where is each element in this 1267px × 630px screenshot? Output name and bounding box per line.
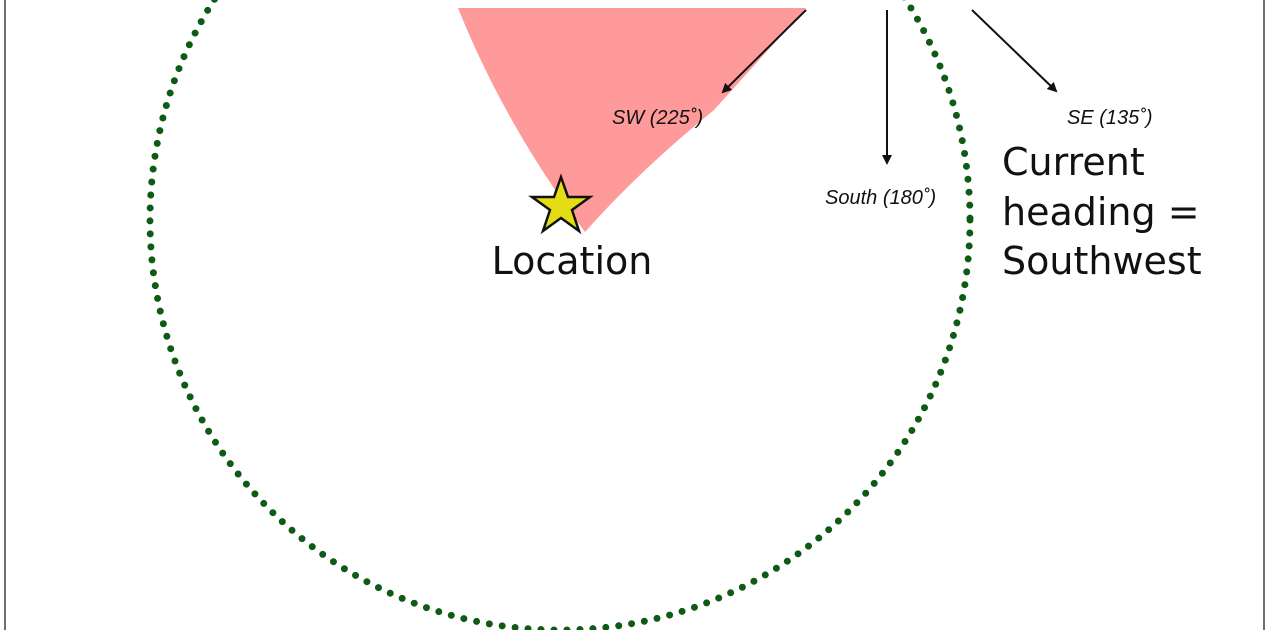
arrow-sw [721, 9, 807, 94]
heading-line-2: heading = [1002, 190, 1200, 234]
label-se: SE (135˚) [1067, 107, 1153, 129]
heading-line-1: Current [1002, 140, 1145, 184]
arrow-se [971, 9, 1058, 93]
heading-line-3: Southwest [1002, 239, 1202, 283]
star-icon [528, 173, 594, 235]
label-south: South (180˚) [825, 187, 936, 209]
label-location: Location [492, 239, 653, 283]
range-circle [146, 0, 974, 630]
heading-cone [458, 8, 806, 232]
label-sw: SW (225˚) [612, 107, 703, 129]
